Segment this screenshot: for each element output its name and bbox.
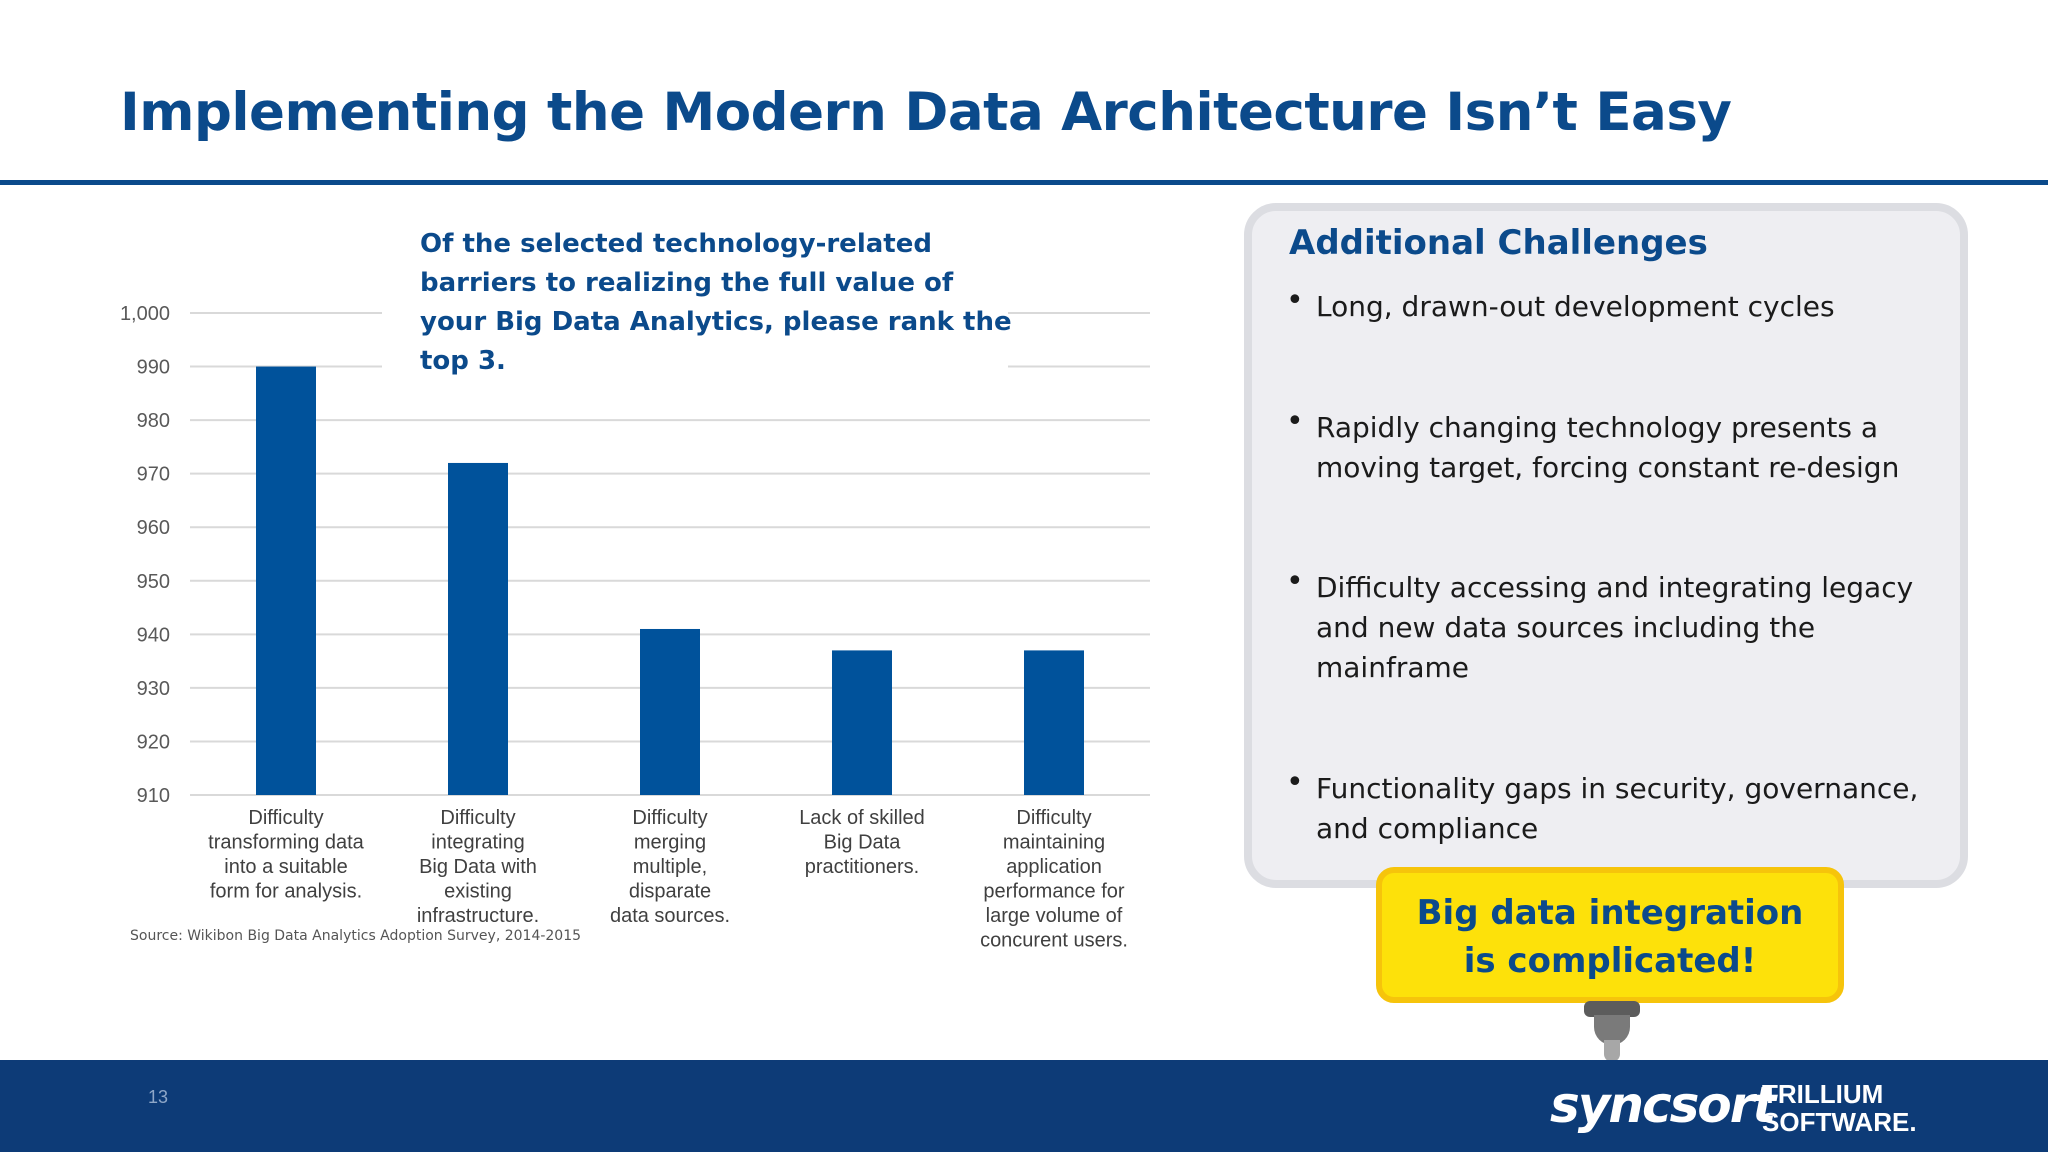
syncsort-logo: syncsort [1550,1076,1776,1134]
page-number: 13 [148,1087,169,1107]
challenge-text: Rapidly changing technology presents a m… [1316,411,1900,484]
challenge-text: Difficulty accessing and integrating leg… [1316,571,1914,684]
callout-line-2: is complicated! [1463,941,1757,981]
trillium-logo-line-2: SOFTWARE. [1762,1107,1917,1137]
y-tick-label: 960 [137,517,170,539]
x-tick-label: Difficulty merging multiple, disparate data … [610,807,730,927]
challenge-text: Long, drawn-out development cycles [1316,290,1835,323]
challenge-text: Functionality gaps in security, governan… [1316,772,1919,845]
chart-question: Of the selected technology-related barri… [420,229,1012,376]
bar [640,628,700,795]
y-tick-label: 980 [137,410,170,432]
y-tick-label: 950 [137,571,170,593]
x-tick-label: Difficulty integrating Big Data with existi… [417,807,539,927]
bar [1024,650,1084,795]
trillium-logo: TRILLIUM SOFTWARE. [1762,1080,1917,1136]
bar [256,366,316,795]
bullet-icon: • [1286,765,1304,800]
chart-source: Source: Wikibon Big Data Analytics Adopt… [130,928,582,944]
callout-line-1: Big data integration [1416,893,1804,933]
y-tick-label: 970 [137,464,170,486]
bullet-icon: • [1286,564,1304,599]
challenges-panel [1244,203,1968,888]
x-tick-label: Lack of skilled Big Data practitioners. [799,807,925,878]
pushpin-tip [1604,1040,1620,1062]
y-tick-label: 990 [137,357,170,379]
bar [832,650,892,795]
y-tick-label: 940 [137,624,170,646]
bullet-icon: • [1286,283,1304,318]
title-divider [0,180,2048,185]
bar-chart: 910 920 930 940 950 960 970 980 990 1,000 Difficul… [120,303,1150,952]
pushpin-icon [1584,1001,1640,1017]
y-tick-label: 1,000 [120,303,170,325]
footer-bar [0,1060,2048,1152]
callout-box: Big data integration is complicated! [1376,867,1844,1003]
trillium-logo-line-1: TRILLIUM [1762,1079,1884,1109]
x-tick-label: Difficulty transforming data into a suitab… [208,807,365,903]
y-tick-label: 910 [137,785,170,807]
challenges-title: Additional Challenges [1289,223,1708,263]
y-tick-label: 920 [137,731,170,753]
slide-title: Implementing the Modern Data Architectur… [120,82,1732,143]
bullet-icon: • [1286,404,1304,439]
x-tick-label: Difficulty maintaining application performa… [980,807,1128,952]
bar [448,462,508,795]
y-tick-label: 930 [137,678,170,700]
